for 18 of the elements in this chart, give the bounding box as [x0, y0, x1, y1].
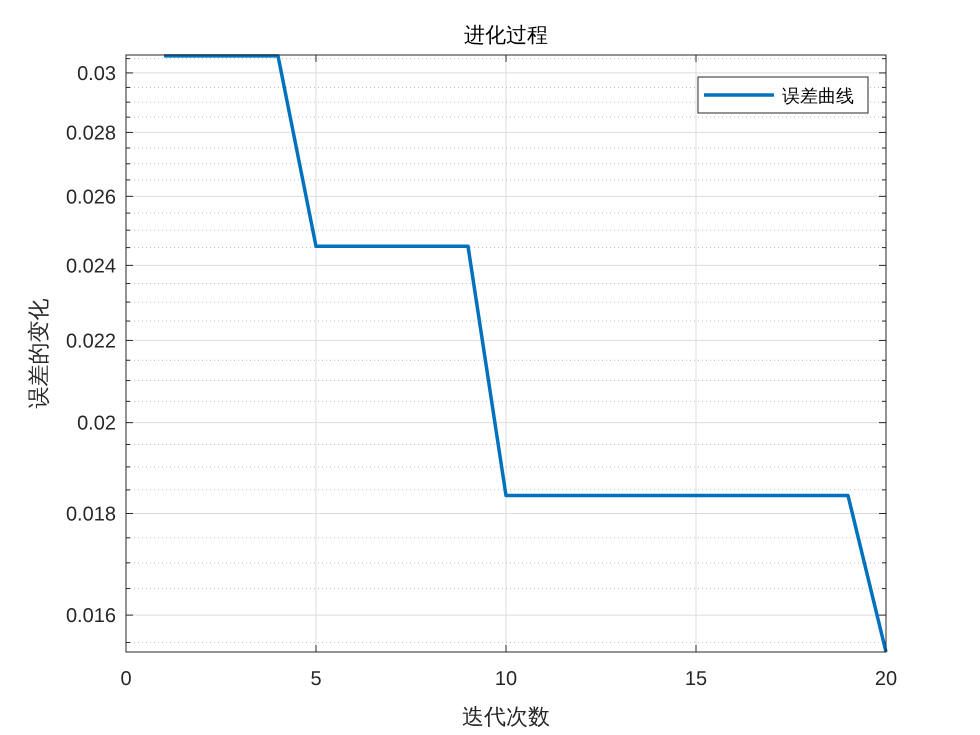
chart-title: 进化过程 — [464, 23, 548, 47]
x-tick-label: 15 — [684, 668, 708, 690]
x-tick-label: 20 — [874, 668, 898, 690]
y-tick-label: 0.024 — [66, 255, 116, 278]
x-axis-title: 迭代次数 — [462, 704, 550, 729]
y-tick-label: 0.028 — [66, 122, 116, 144]
y-tick-label: 0.016 — [66, 605, 116, 628]
x-tick-label: 5 — [310, 668, 322, 690]
x-tick-label: 0 — [120, 668, 132, 690]
y-tick-label: 0.022 — [66, 330, 116, 352]
y-tick-label: 0.03 — [77, 62, 116, 85]
line-series — [162, 54, 888, 654]
y-tick-label: 0.018 — [66, 504, 116, 526]
legend-label: 误差曲线 — [782, 86, 854, 106]
x-tick-label: 10 — [494, 668, 518, 690]
y-tick-label: 0.02 — [77, 412, 116, 435]
y-axis-title: 误差的变化 — [26, 298, 51, 408]
y-tick-label: 0.026 — [66, 186, 116, 208]
